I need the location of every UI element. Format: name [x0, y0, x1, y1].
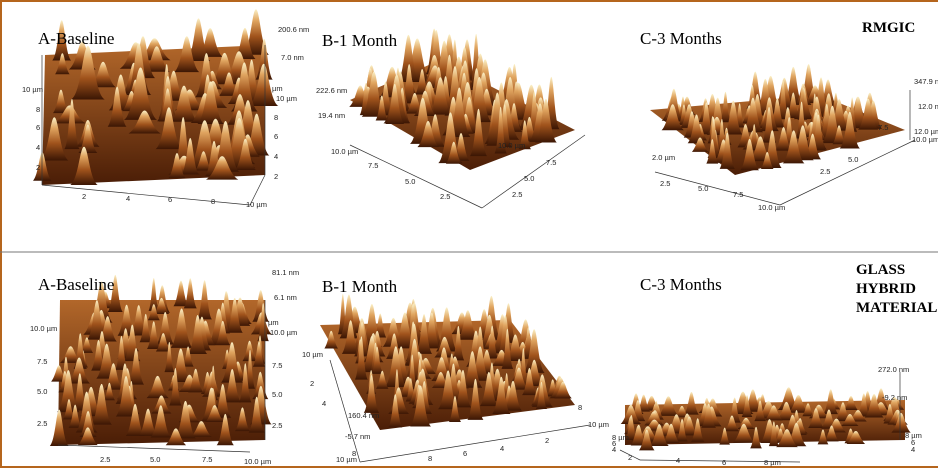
axis-label: 7.0 nm — [281, 53, 304, 62]
axis-label: 5.0 — [698, 184, 708, 193]
axis-label: 19.4 nm — [318, 111, 345, 120]
axis-label: 160.4 nm — [348, 411, 379, 420]
panel-label: B-1 Month — [322, 277, 398, 296]
axis-label: 2.5 — [440, 192, 450, 201]
axis-label: 5.0 — [524, 174, 534, 183]
axis-label: 2.5 — [660, 179, 670, 188]
axis-label: -9.2 nm — [882, 393, 907, 402]
axis-label: 10.0 µm — [270, 328, 297, 337]
axis-label: 10 µm — [246, 200, 267, 209]
axis-label: 2.5 — [37, 419, 47, 428]
surface-peak — [197, 280, 212, 319]
axis-label: 10.0 µm — [331, 147, 358, 156]
axis-label: 10.0 µm — [498, 141, 525, 150]
axis-label: 2.5 — [272, 421, 282, 430]
axis-label: 7.5 — [368, 161, 378, 170]
axis-label: 10.0 µm — [244, 457, 271, 466]
axis-label: 7.5 — [202, 455, 212, 464]
axis-label: 8 — [578, 403, 582, 412]
axis-label: 5.0 — [37, 387, 47, 396]
axis-line — [360, 425, 590, 462]
axis-label: 7.5 — [878, 123, 888, 132]
axis-label: 6 — [722, 458, 726, 467]
axis-label: 10 µm — [276, 94, 297, 103]
axis-label: 4 — [612, 445, 616, 454]
panel-label: C-3 Months — [640, 29, 722, 48]
row-title: GLASS — [856, 262, 905, 278]
axis-label: 6 — [274, 132, 278, 141]
axis-label: µm — [272, 84, 283, 93]
axis-label: 200.6 nm — [278, 25, 309, 34]
surface-peak — [684, 392, 699, 415]
axis-label: 2 — [545, 436, 549, 445]
axis-label: 8 — [428, 454, 432, 463]
axis-label: 2 — [36, 163, 40, 172]
panel-label: C-3 Months — [640, 275, 722, 294]
axis-label: 4 — [126, 194, 130, 203]
axis-label: 5.0 — [150, 455, 160, 464]
axis-label: 12.0 nm — [918, 102, 938, 111]
axis-label: 6 — [36, 123, 40, 132]
axis-label: 7.5 — [733, 190, 743, 199]
axis-label: 8 — [36, 105, 40, 114]
axis-label: 4 — [36, 143, 40, 152]
axis-label: 272.0 nm — [878, 365, 909, 374]
panel-label: A-Baseline — [38, 275, 114, 294]
axis-label: 8 — [211, 197, 215, 206]
axis-label: 2.5 — [820, 167, 830, 176]
axis-label: 222.6 nm — [316, 86, 347, 95]
axis-label: 6 — [168, 195, 172, 204]
axis-label: 6.1 nm — [274, 293, 297, 302]
axis-label: 10.0 µm — [758, 203, 785, 212]
axis-label: 6 — [463, 449, 467, 458]
axis-label: 4 — [676, 456, 680, 465]
panel-label: A-Baseline — [38, 29, 114, 48]
axis-label: 5.0 — [272, 390, 282, 399]
axis-label: 4 — [322, 399, 326, 408]
row-title: HYBRID — [856, 281, 916, 297]
axis-label: 2.5 — [512, 190, 522, 199]
axis-label: 7.5 — [546, 158, 556, 167]
axis-label: 8 — [274, 113, 278, 122]
axis-label: 347.9 n — [914, 77, 938, 86]
axis-label: 4 — [274, 152, 278, 161]
axis-label: 10.0 µm — [30, 324, 57, 333]
panel-label: B-1 Month — [322, 31, 398, 50]
axis-label: 2 — [310, 379, 314, 388]
axis-label: 7.5 — [37, 357, 47, 366]
axis-label: 8 µm — [764, 458, 781, 467]
axis-label: 7.5 — [272, 361, 282, 370]
axis-label: 10 µm — [588, 420, 609, 429]
axis-label: -5.7 nm — [345, 432, 370, 441]
axis-label: 2 — [628, 453, 632, 462]
axis-label: 10.0 µm — [912, 135, 938, 144]
axis-label: 5.0 — [848, 155, 858, 164]
axis-line — [42, 185, 250, 205]
axis-label: 2.0 µm — [652, 153, 675, 162]
axis-label: 10 µm — [22, 85, 43, 94]
axis-label: 4 — [911, 445, 915, 454]
surfaces — [33, 9, 915, 462]
figure-canvas: A-Baseline200.6 nm7.0 nm10 µm8642µm10 µm… — [0, 0, 938, 468]
surface-peak — [184, 278, 197, 308]
axis-label: 81.1 nm — [272, 268, 299, 277]
axis-label: 10 µm — [302, 350, 323, 359]
axis-line — [655, 172, 780, 205]
axis-label: 2 — [274, 172, 278, 181]
axis-label: 10 µm — [336, 455, 357, 464]
axis-label: 5.0 — [405, 177, 415, 186]
axis-label: µm — [268, 318, 279, 327]
row-title: MATERIAL — [856, 300, 937, 316]
figure: A-Baseline200.6 nm7.0 nm10 µm8642µm10 µm… — [0, 0, 938, 468]
axis-label: 2 — [82, 192, 86, 201]
axis-line — [58, 445, 250, 452]
row-title: RMGIC — [862, 20, 915, 36]
axis-label: 2.5 — [100, 455, 110, 464]
axis-label: 4 — [500, 444, 504, 453]
